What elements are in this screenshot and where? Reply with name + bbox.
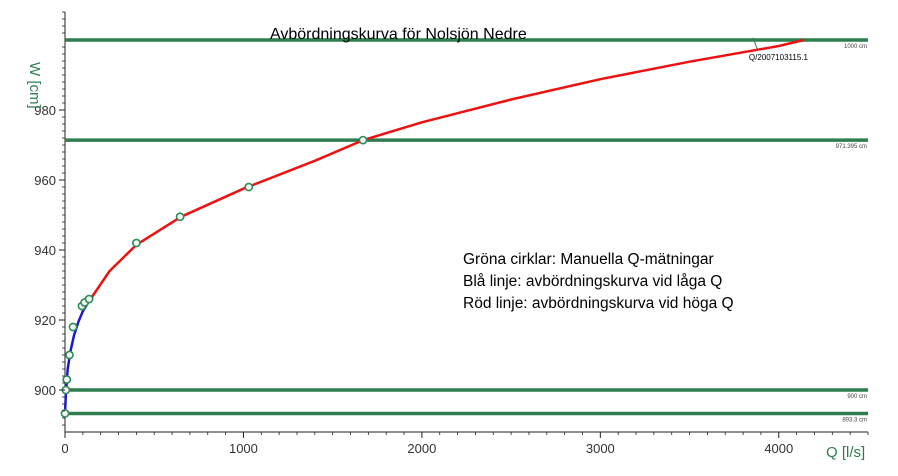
reference-line-label: 1000 cm	[844, 44, 867, 50]
x-tick-label: 1000	[229, 441, 258, 456]
measurement-point	[68, 322, 78, 332]
callout-label: Q/2007103115.1	[749, 53, 809, 62]
y-tick-label: 940	[34, 243, 56, 258]
x-tick-label: 0	[61, 441, 68, 456]
y-axis-label: W [cm]	[26, 62, 43, 109]
x-tick-label: 4000	[764, 441, 793, 456]
y-tick-label: 960	[34, 173, 56, 188]
measurement-point	[60, 409, 70, 418]
measurement-point	[84, 294, 94, 304]
y-tick-label: 920	[34, 313, 56, 328]
axis-ticks: 0 1000 2000 3000 4000 900 920 940 960 980	[34, 11, 869, 456]
x-tick-label: 2000	[407, 441, 436, 456]
x-tick-label: 3000	[586, 441, 615, 456]
measurement-point	[131, 238, 141, 248]
reference-line-label: 971.395 cm	[836, 144, 867, 150]
measurement-point	[62, 375, 72, 384]
reference-lines: 1000 cm 971.395 cm 900 cm 893.3 cm	[65, 38, 868, 423]
reference-line-label: 900 cm	[847, 394, 867, 400]
note-blue-line: Blå linje: avbördningskurva vid låga Q	[463, 273, 722, 290]
measurement-point	[358, 135, 368, 145]
callout-leader	[752, 37, 759, 51]
chart-texts: Avbördningskurva för Nolsjön Nedre W [cm…	[26, 26, 865, 461]
x-axis-label: Q [l/s]	[826, 444, 865, 461]
measurement-point	[175, 212, 185, 222]
measurement-markers	[60, 135, 368, 418]
reference-line-label: 893.3 cm	[842, 417, 867, 423]
note-red-line: Röd linje: avbördningskurva vid höga Q	[463, 295, 734, 312]
chart-title: Avbördningskurva för Nolsjön Nedre	[270, 26, 527, 43]
note-green-circles: Gröna cirklar: Manuella Q-mätningar	[463, 251, 714, 268]
y-tick-label: 900	[34, 383, 56, 398]
series-lines	[63, 38, 805, 414]
measurement-point	[65, 350, 74, 360]
plot-frame	[64, 12, 868, 433]
series-callout: Q/2007103115.1	[749, 37, 809, 62]
measurement-point	[244, 182, 254, 192]
y-tick-label: 980	[34, 103, 56, 118]
